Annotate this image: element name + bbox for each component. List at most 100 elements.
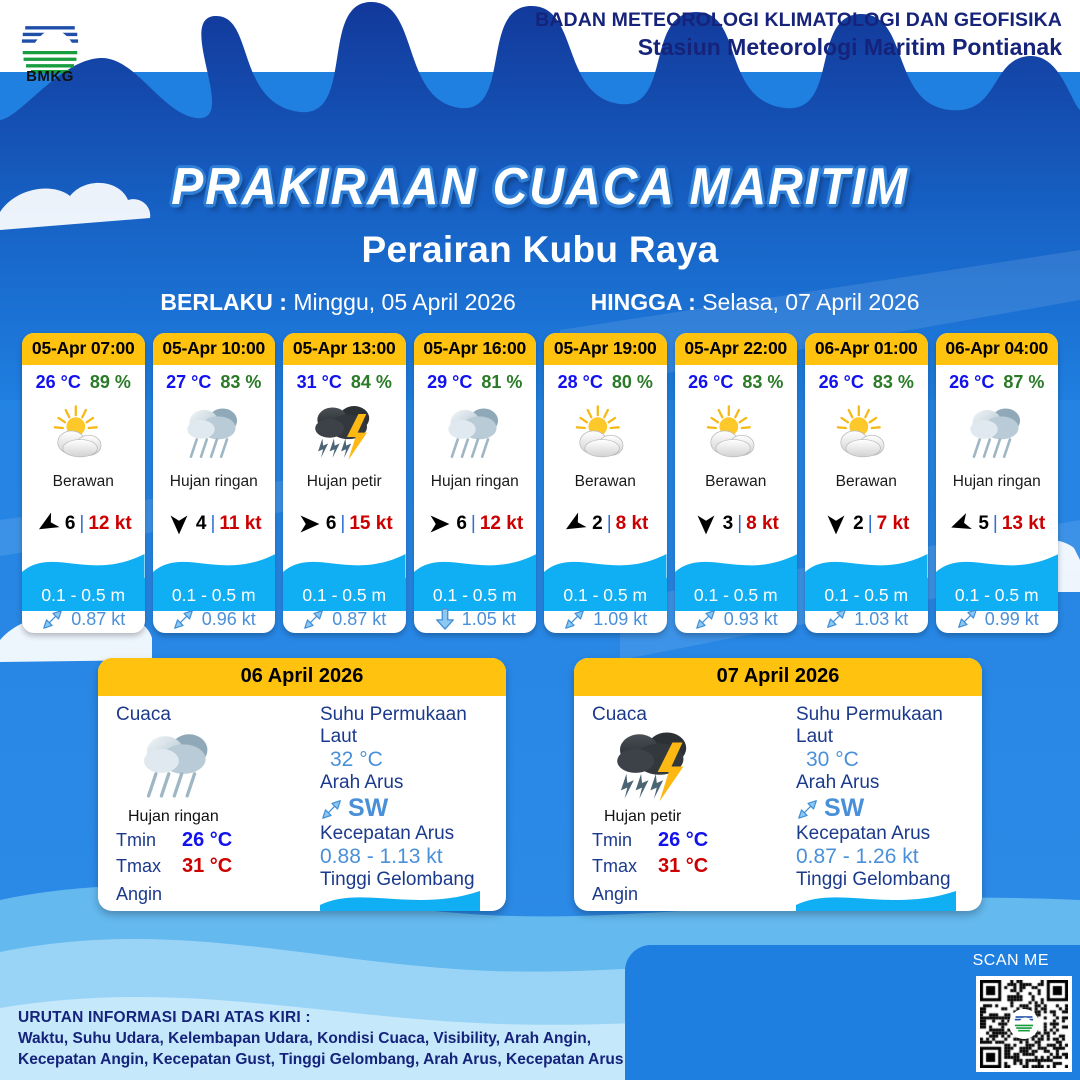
- current-info: 1.05 kt: [414, 605, 537, 633]
- wave-block: 0.1 - 0.5 m 0.93 kt: [674, 554, 797, 633]
- wind-direction-value: 6: [325, 513, 337, 534]
- bmkg-logo-icon: [21, 9, 79, 74]
- wave-height-band: 0.1 - 0.5 m: [283, 578, 406, 611]
- weather-condition: Hujan ringan: [952, 473, 1041, 490]
- wind-direction-icon: [566, 512, 587, 530]
- air-temperature: 31 °C: [296, 372, 342, 392]
- wind-speed: 11 kt: [219, 513, 262, 534]
- wind-speed: 12 kt: [479, 513, 524, 534]
- wind-direction-icon: [430, 515, 450, 533]
- tmin-label: Tmin: [116, 830, 156, 850]
- light-rain-icon: [448, 408, 498, 459]
- wind-direction-value: 3: [722, 513, 734, 534]
- wind-speed: 13 kt: [1001, 513, 1046, 534]
- wind-direction-value: 2: [592, 513, 603, 534]
- wind-info: 4 | 11 kt: [153, 511, 276, 537]
- weather-icon-wrap: [153, 395, 276, 471]
- daily-wave-block: 0.1 - 0.5 m: [320, 891, 480, 911]
- logo-label: BMKG: [26, 68, 74, 85]
- daily-wind: 2 - 6 kt: [592, 907, 792, 912]
- agency-name: BADAN METEOROLOGI KLIMATOLOGI DAN GEOFIS…: [535, 8, 1062, 62]
- current-direction-icon: [565, 610, 585, 629]
- current-speed: 0.99 kt: [984, 608, 1039, 629]
- hourly-time: 06-Apr 04:00: [935, 333, 1058, 365]
- daily-card[interactable]: 07 April 2026 Cuaca Hujan petir Tmin 26 …: [574, 658, 982, 911]
- weather-icon-wrap: [22, 395, 145, 471]
- daily-weather-icon-wrap: [116, 726, 316, 812]
- current-speed: 0.87 kt: [332, 608, 387, 629]
- validity-range: BERLAKU : Minggu, 05 April 2026 HINGGA :…: [0, 289, 1080, 316]
- current-direction-icon: [695, 610, 715, 629]
- wave-height-band: 0.1 - 0.5 m: [544, 578, 667, 611]
- weather-icon-wrap: [805, 395, 928, 471]
- current-direction-icon: [435, 608, 454, 630]
- wave-block: 0.1 - 0.5 m 0.87 kt: [22, 554, 145, 633]
- hourly-card[interactable]: 05-Apr 10:00 27 °C 83 % Hujan ringan 4 |…: [152, 333, 276, 633]
- hourly-card[interactable]: 05-Apr 16:00 29 °C 81 % Hujan ringan 6 |…: [413, 333, 537, 633]
- current-info: 1.03 kt: [805, 605, 928, 633]
- weather-icon-wrap: [414, 395, 537, 471]
- hourly-temp-rh: 31 °C 84 %: [283, 365, 406, 393]
- weather-condition: Berawan: [705, 473, 767, 490]
- valid-until-label: HINGGA :: [590, 289, 696, 315]
- wind-direction-value: 2: [853, 513, 864, 534]
- valid-from-label: BERLAKU :: [160, 289, 287, 315]
- legend-title: URUTAN INFORMASI DARI ATAS KIRI :: [18, 1009, 311, 1026]
- light-rain-icon: [970, 408, 1020, 459]
- arah-arus-label: Arah Arus: [320, 772, 404, 793]
- hourly-card[interactable]: 05-Apr 07:00 26 °C 89 % Berawan 6 | 12 k…: [22, 333, 145, 633]
- wind-separator: |: [867, 513, 873, 534]
- region-name: Perairan Kubu Raya: [361, 229, 719, 270]
- wind-separator: |: [992, 513, 998, 534]
- rh-label: RH: [258, 910, 338, 911]
- rh-label: RH: [734, 910, 814, 911]
- wave-block: 0.1 - 0.5 m 1.03 kt: [805, 554, 928, 633]
- qr-center-logo-icon: [1009, 1009, 1039, 1039]
- hourly-temp-rh: 26 °C 83 %: [805, 365, 928, 393]
- arah-arus-value: SW: [348, 794, 389, 822]
- daily-card[interactable]: 06 April 2026 Cuaca Hujan ringan Tmin 26…: [98, 658, 506, 911]
- hourly-time: 05-Apr 19:00: [544, 333, 667, 365]
- weather-icon-wrap: [544, 395, 667, 471]
- weather-condition: Berawan: [52, 473, 114, 490]
- page-header: BMKG BADAN METEOROLOGI KLIMATOLOGI DAN G…: [0, 0, 1080, 110]
- sst-label: Suhu Permukaan Laut: [796, 704, 943, 747]
- wind-separator: |: [79, 513, 85, 534]
- wind-separator: |: [210, 513, 216, 534]
- current-speed: 0.96 kt: [201, 608, 256, 629]
- weather-condition: Berawan: [574, 473, 636, 490]
- humidity: 81 %: [481, 372, 523, 392]
- hourly-card[interactable]: 05-Apr 13:00 31 °C 84 % Hujan petir 6 | …: [283, 333, 406, 633]
- tmax-value: 31 °C: [658, 855, 709, 877]
- wind-direction-value: 5: [978, 513, 989, 534]
- hourly-card[interactable]: 05-Apr 19:00 28 °C 80 % Berawan 2 | 8 kt: [544, 333, 667, 633]
- current-speed: 0.93 kt: [723, 608, 778, 629]
- wind-separator: |: [470, 513, 476, 534]
- wind-info: 5 | 13 kt: [936, 511, 1059, 537]
- wave-height-band: 0.1 - 0.5 m: [805, 578, 928, 611]
- weather-condition: Hujan petir: [306, 473, 382, 490]
- tinggi-gelombang-label: Tinggi Gelombang: [796, 869, 951, 890]
- kecepatan-arus-label: Kecepatan Arus: [320, 823, 455, 844]
- legend-note: URUTAN INFORMASI DARI ATAS KIRI : Waktu,…: [18, 1007, 623, 1070]
- wind-direction-icon: [170, 515, 188, 535]
- arah-arus-label: Arah Arus: [796, 772, 880, 793]
- current-direction-icon: [957, 609, 977, 628]
- hourly-card[interactable]: 06-Apr 04:00 26 °C 87 % Hujan ringan 5 |…: [935, 333, 1059, 633]
- hourly-card[interactable]: 05-Apr 22:00 26 °C 83 % Berawan 3 | 8 kt: [674, 333, 797, 633]
- light-rain-icon: [143, 734, 208, 798]
- daily-wave-height: 0.1 - 0.5 m: [320, 909, 480, 911]
- wind-direction-value: 6: [456, 513, 467, 534]
- air-temperature: 26 °C: [818, 372, 864, 392]
- current-info: 1.09 kt: [544, 605, 667, 633]
- sst-label: Suhu Permukaan Laut: [320, 704, 467, 747]
- hourly-card[interactable]: 06-Apr 01:00 26 °C 83 % Berawan 2 | 7 kt: [805, 333, 928, 633]
- wind-direction-icon: [116, 907, 142, 911]
- wind-speed: 8 kt: [746, 513, 779, 534]
- wind-separator: |: [340, 513, 346, 534]
- current-direction-icon: [798, 799, 817, 819]
- humidity: 80 %: [611, 372, 653, 392]
- current-speed: 1.09 kt: [593, 608, 648, 629]
- wind-direction-icon: [38, 512, 60, 530]
- page-title: PRAKIRAAN CUACA MARITIM: [171, 158, 909, 217]
